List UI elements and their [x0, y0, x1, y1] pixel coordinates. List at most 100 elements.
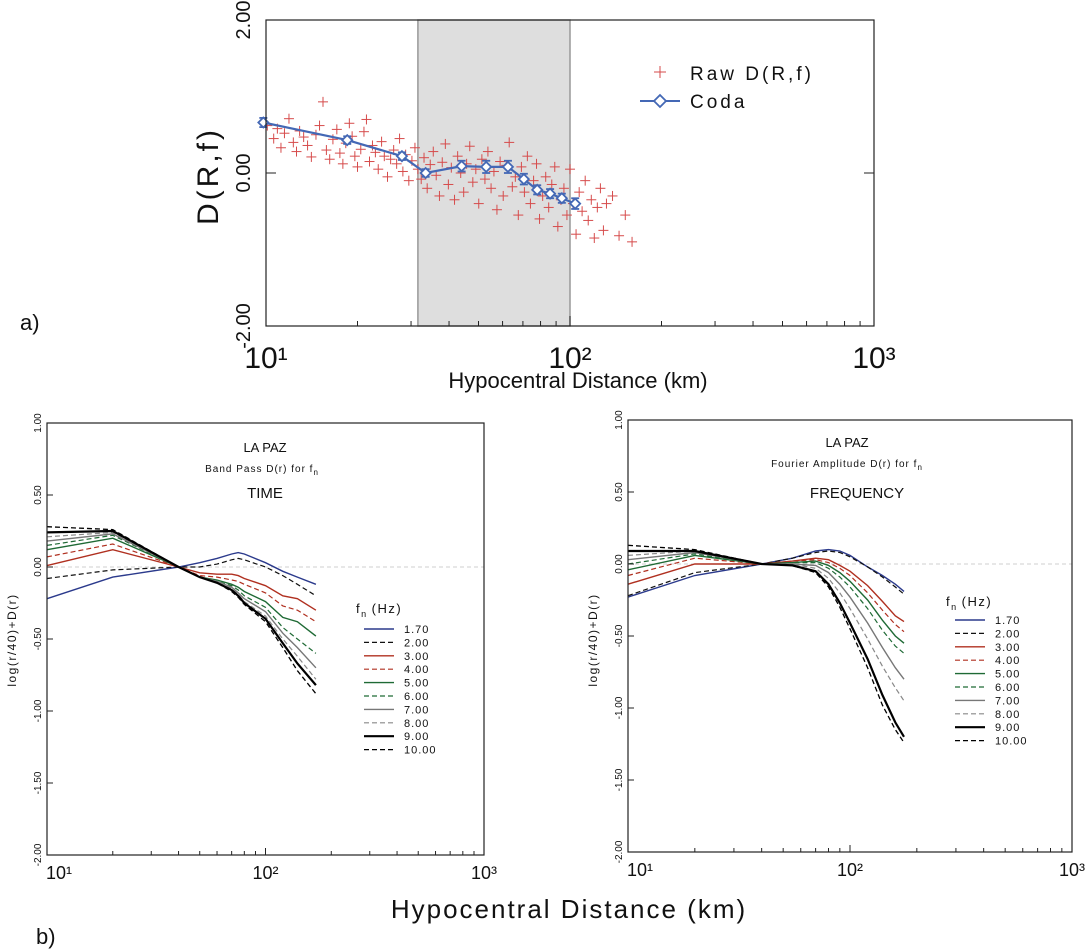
y-tick-label: -2.00	[33, 843, 44, 866]
legend-item: 9.00	[955, 722, 1019, 734]
raw-point	[440, 138, 451, 149]
curve-2.00	[627, 550, 905, 597]
raw-point	[549, 161, 560, 172]
coda-point	[340, 133, 354, 147]
legend-b-frequency: fn (Hz) 1.702.00 3.004.00 5.006.007.00 8.009…	[946, 594, 1027, 748]
raw-point	[473, 198, 484, 209]
raw-point	[268, 133, 279, 144]
y-tick-label: -1.50	[614, 768, 625, 791]
x-axis-a: 10¹ 10² 10³	[244, 316, 896, 375]
y-tick-label: -0.50	[33, 627, 44, 650]
legend-item: 8.00	[955, 709, 1019, 721]
raw-point	[614, 230, 625, 241]
x-axis-label-b: Hypocentral Distance (km)	[391, 894, 747, 924]
legend-raw-label: Raw D(R,f)	[690, 64, 814, 85]
chart-a: -2.00 0.00 2.00 10¹ 10² 10³ Hypocentral Dist…	[192, 1, 896, 393]
raw-point	[337, 158, 348, 169]
raw-point	[595, 183, 606, 194]
y-tick-label: 0.50	[33, 485, 44, 505]
y-axis-label-b-frequency: log(r/40)+D(r)	[586, 593, 600, 686]
legend-label: 5.00	[995, 669, 1020, 681]
legend-label: 10.00	[404, 745, 437, 757]
raw-point	[318, 96, 329, 107]
x-tick-label: 10²	[252, 863, 278, 883]
legend-label: 8.00	[404, 718, 429, 730]
legend-item: 7.00	[364, 704, 428, 716]
raw-point	[291, 146, 302, 157]
raw-point	[298, 132, 309, 143]
raw-point	[546, 179, 557, 190]
raw-point	[528, 175, 539, 186]
curve-4.00	[46, 543, 317, 623]
raw-point	[586, 194, 597, 205]
raw-point	[279, 128, 290, 139]
coda-point	[555, 191, 569, 205]
frequency-curves	[627, 544, 1072, 743]
raw-point	[364, 156, 375, 167]
y-tick-label: 2.00	[233, 1, 255, 40]
legend-b-time: fn (Hz) 1.702.00 3.004.00 5.006.007.00 8.009…	[356, 601, 437, 757]
y-tick-label: -1.50	[33, 771, 44, 794]
raw-point	[458, 187, 469, 198]
legend-item: 2.00	[364, 637, 428, 649]
curve-6.00	[627, 553, 905, 654]
raw-point	[486, 183, 497, 194]
legend-item: 5.00	[955, 669, 1020, 681]
y-axis-a: -2.00 0.00 2.00	[233, 1, 276, 349]
raw-point	[558, 183, 569, 194]
curve-10.00	[46, 526, 317, 695]
legend-item: 10.00	[955, 736, 1027, 748]
raw-point	[488, 166, 499, 177]
raw-point	[321, 145, 332, 156]
raw-point	[355, 144, 366, 155]
curve-1.70	[46, 551, 317, 600]
curve-8.00	[627, 550, 905, 702]
subtitle-b-frequency: Fourier Amplitude D(r) for fn	[771, 459, 923, 472]
legend-label: 5.00	[404, 678, 429, 690]
raw-point	[349, 151, 360, 162]
raw-point	[482, 146, 493, 157]
raw-point	[574, 187, 585, 198]
raw-point	[534, 213, 545, 224]
raw-point	[561, 210, 572, 221]
curve-5.00	[46, 537, 317, 637]
raw-point	[334, 148, 345, 159]
x-tick-label: 10¹	[46, 863, 72, 883]
coda-point	[517, 172, 531, 186]
raw-point	[314, 120, 325, 131]
raw-point	[324, 154, 335, 165]
raw-point	[537, 190, 548, 201]
raw-point	[422, 183, 433, 194]
raw-point	[552, 221, 563, 232]
raw-point	[522, 151, 533, 162]
subtitle-b-time: Band Pass D(r) for fn	[205, 464, 319, 477]
chart-b-frequency: 1.000.500.00-0.50-1.00-1.50-2.00 10¹ 10² 1…	[586, 410, 1085, 880]
x-tick-label: 10³	[1059, 860, 1085, 880]
y-axis-b-frequency: 1.00 0.50 0.00 -0.50 -1.00 -1.50 -2.00	[614, 410, 634, 863]
raw-point	[397, 166, 408, 177]
x-tick-label: 10³	[471, 863, 497, 883]
raw-point	[540, 171, 551, 182]
raw-point	[531, 158, 542, 169]
legend-item: 3.00	[364, 651, 428, 663]
raw-point	[306, 151, 317, 162]
y-tick-label: 0.50	[614, 482, 625, 502]
raw-point	[504, 137, 515, 148]
raw-point	[525, 198, 536, 209]
raw-point	[598, 225, 609, 236]
raw-point	[627, 236, 638, 247]
chart-b-time: 1.000.500.00-0.50-1.00-1.50-2.00 10¹ 10² 1…	[5, 413, 497, 883]
raw-point	[467, 177, 478, 188]
curve-10.00	[627, 544, 905, 743]
x-axis-b-frequency: 10¹ 10² 10³	[627, 845, 1085, 880]
raw-point	[583, 215, 594, 226]
legend-item: 4.00	[955, 655, 1019, 667]
x-axis-b-time: 10¹ 10² 10³	[46, 848, 497, 883]
raw-point	[283, 113, 294, 124]
legend-coda-marker	[640, 93, 680, 109]
curve-8.00	[46, 531, 317, 680]
raw-point	[479, 174, 490, 185]
raw-point	[495, 156, 506, 167]
legend-coda-label: Coda	[690, 92, 747, 113]
y-tick-label: 0.00	[614, 554, 625, 574]
